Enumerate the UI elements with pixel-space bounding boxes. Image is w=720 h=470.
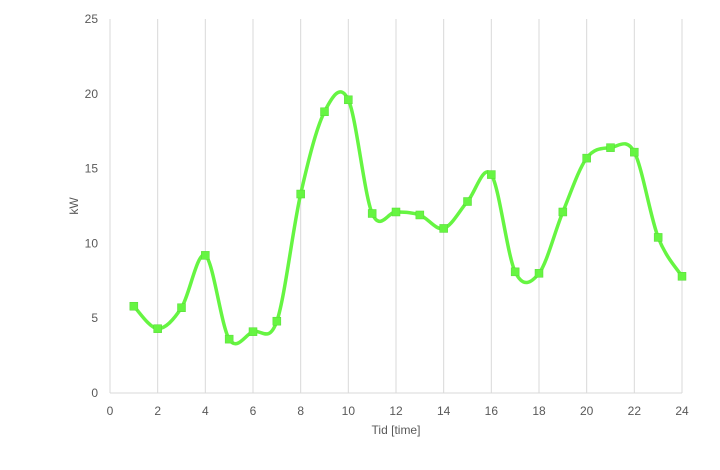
x-axis-title: Tid [time]: [372, 423, 421, 437]
x-tick-label: 6: [250, 404, 257, 418]
data-point-marker: [415, 210, 425, 220]
x-tick-label: 4: [202, 404, 209, 418]
gridlines: [109, 19, 683, 393]
x-tick-label: 24: [675, 404, 689, 418]
x-tick-label: 20: [580, 404, 594, 418]
data-point-marker: [439, 224, 448, 233]
data-point-marker: [153, 324, 162, 333]
x-tick-label: 16: [485, 404, 499, 418]
y-axis-title: kW: [67, 197, 81, 215]
y-tick-label: 20: [85, 87, 99, 101]
x-tick-label: 14: [437, 404, 451, 418]
data-point-marker: [296, 189, 305, 199]
data-point-marker: [177, 303, 186, 312]
x-tick-label: 12: [389, 404, 403, 418]
x-tick-label: 0: [107, 404, 114, 418]
data-point-marker: [320, 107, 329, 117]
x-tick-label: 22: [628, 404, 642, 418]
data-point-marker: [367, 209, 377, 218]
series-group: [129, 90, 687, 346]
data-point-marker: [534, 269, 544, 278]
data-point-marker: [463, 197, 472, 206]
y-tick-label: 10: [85, 236, 99, 250]
data-point-marker: [582, 153, 591, 163]
x-tick-labels: 0 2 4 6 8 10 12 14 16 18 20 22 24: [107, 404, 689, 418]
data-point-marker: [510, 267, 520, 277]
data-point-marker: [606, 143, 615, 152]
y-tick-label: 5: [91, 311, 98, 325]
data-point-marker: [487, 170, 496, 179]
data-point-marker: [248, 327, 258, 336]
series-line: [132, 90, 684, 346]
y-tick-label: 25: [85, 12, 99, 26]
data-point-marker: [630, 147, 639, 157]
data-point-marker: [344, 95, 353, 105]
data-point-marker: [201, 251, 210, 260]
data-point-marker: [653, 233, 663, 242]
x-tick-label: 8: [297, 404, 304, 418]
x-tick-label: 18: [532, 404, 546, 418]
y-tick-labels: 0 5 10 15 20 25: [85, 12, 99, 400]
data-point-marker: [272, 316, 282, 326]
data-point-marker: [224, 334, 234, 344]
x-tick-label: 10: [342, 404, 356, 418]
data-point-marker: [558, 207, 568, 217]
data-point-marker: [129, 301, 139, 311]
data-point-marker: [391, 207, 401, 217]
y-tick-label: 0: [91, 386, 98, 400]
x-tick-label: 2: [154, 404, 161, 418]
data-point-marker: [677, 272, 687, 281]
y-tick-label: 15: [85, 162, 99, 176]
